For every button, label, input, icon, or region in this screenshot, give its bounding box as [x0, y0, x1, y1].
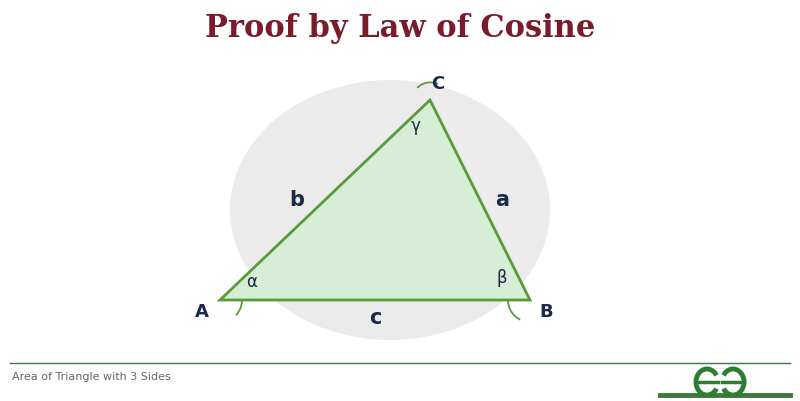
- Text: Area of Triangle with 3 Sides: Area of Triangle with 3 Sides: [12, 372, 170, 382]
- Ellipse shape: [230, 80, 550, 340]
- Text: A: A: [195, 303, 209, 321]
- Polygon shape: [220, 100, 530, 300]
- Text: α: α: [246, 273, 258, 291]
- Text: b: b: [290, 190, 305, 210]
- Text: c: c: [369, 308, 381, 328]
- Text: Proof by Law of Cosine: Proof by Law of Cosine: [205, 12, 595, 43]
- Text: a: a: [495, 190, 509, 210]
- Text: B: B: [539, 303, 553, 321]
- Text: C: C: [431, 75, 445, 93]
- Text: β: β: [497, 269, 507, 287]
- Text: γ: γ: [411, 117, 421, 135]
